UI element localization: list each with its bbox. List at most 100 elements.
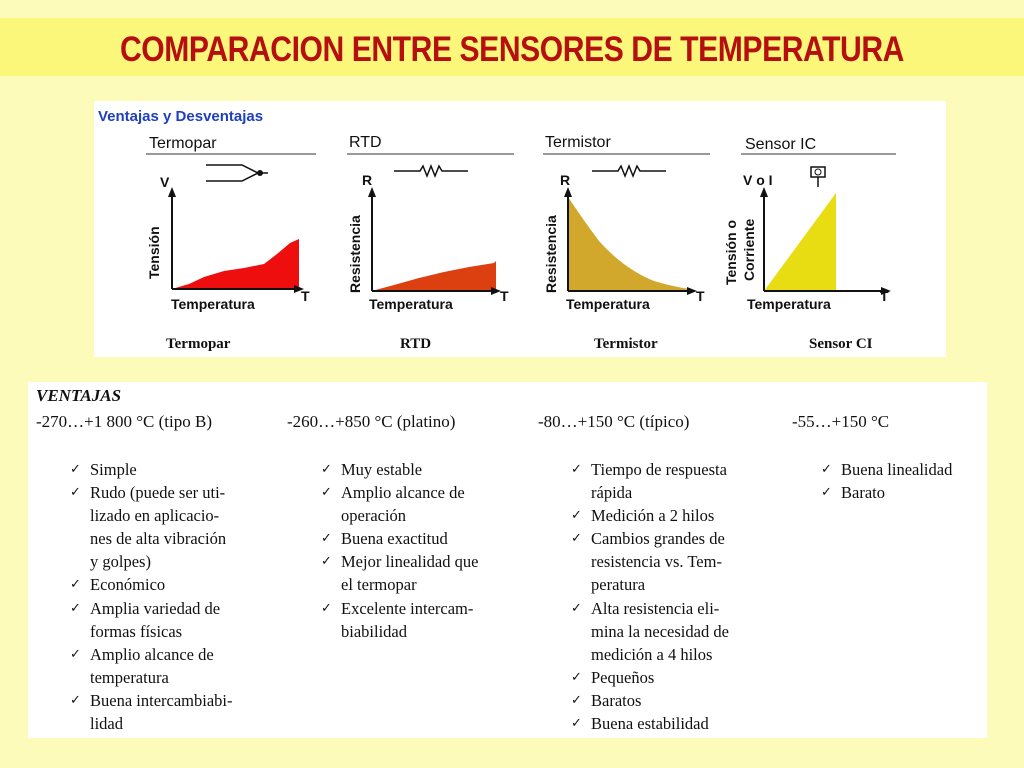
ventajas-column-termistor: ✓ Tiempo de respuesta rápida ✓ Medición a 2 … [571, 458, 729, 735]
rtd-x-symbol: T [500, 288, 509, 304]
list-item-line: Rudo (puede ser uti- [90, 483, 226, 503]
list-item: ✓ Muy estable [321, 458, 478, 481]
list-item-line: formas físicas [90, 621, 183, 641]
termopar-y-axis: Tensión [146, 226, 162, 279]
sensor-ic-graph: Sensor IC V o I Tensión o Corriente Temp… [723, 136, 896, 352]
list-item-line: nes de alta vibración [90, 529, 227, 549]
termopar-x-axis: Temperatura [171, 296, 255, 312]
termistor-y-symbol: R [560, 172, 570, 188]
sensor-ic-x-symbol: T [880, 288, 889, 304]
list-item: ✓ Alta resistencia eli-mina la necesidad … [571, 597, 729, 666]
page-title: COMPARACION ENTRE SENSORES DE TEMPERATUR… [120, 30, 904, 69]
checkmark-icon: ✓ [321, 531, 332, 547]
checkmark-icon: ✓ [821, 485, 832, 501]
list-item: ✓ Económico [70, 573, 232, 596]
list-item-line: peratura [591, 575, 646, 595]
checkmark-icon: ✓ [321, 554, 332, 570]
checkmark-icon: ✓ [571, 600, 582, 616]
list-item-line: Amplio alcance de [341, 483, 465, 503]
x-arrow-icon [687, 287, 697, 295]
list-item: ✓ Amplio alcance de operación [321, 481, 478, 527]
termistor-x-axis: Temperatura [566, 296, 650, 312]
list-item: ✓ Rudo (puede ser uti-lizado en aplicacio… [70, 481, 232, 573]
rtd-curve [372, 261, 496, 291]
ventajas-column-sensor-ic: ✓ Buena linealidad ✓ Barato [821, 458, 952, 504]
sensor-ic-y-axis-1: Tensión o [723, 220, 739, 285]
checkmark-icon: ✓ [70, 600, 81, 616]
y-arrow-icon [760, 187, 768, 197]
termopar-curve [172, 239, 299, 289]
termistor-graph: Termistor R Resistencia Temperatura T Te… [543, 134, 710, 352]
ventajas-column-termopar: ✓ Simple ✓ Rudo (puede ser uti-lizado en ap… [70, 458, 232, 735]
ventajas-heading: VENTAJAS [36, 386, 122, 405]
sensor-ic-y-symbol: V o I [743, 172, 773, 188]
ic-sensor-symbol-icon [810, 166, 826, 187]
termopar-graph: Termopar V Tensión Temperatura T Termopa… [146, 135, 316, 352]
list-item-line: biabilidad [341, 621, 407, 641]
rtd-header: RTD [349, 134, 382, 151]
range-termopar: -270…+1 800 °C (tipo B) [36, 412, 212, 431]
list-item-line: Pequeños [591, 667, 655, 687]
list-item: ✓ Excelente intercam-biabilidad [321, 597, 478, 643]
sensor-ic-header: Sensor IC [745, 136, 816, 153]
list-item-line: Amplia variedad de [90, 598, 221, 618]
list-item-line: Muy estable [341, 460, 423, 479]
sensor-figure: Ventajas y Desventajas Termopar V Tensió… [94, 101, 946, 357]
range-rtd: -260…+850 °C (platino) [287, 412, 456, 431]
range-sensor-ic: -55…+150 °C [792, 412, 890, 431]
checkmark-icon: ✓ [70, 646, 81, 662]
figure-heading: Ventajas y Desventajas [98, 108, 263, 125]
list-item-line: temperatura [90, 667, 169, 687]
range-termistor: -80…+150 °C (típico) [538, 412, 690, 431]
checkmark-icon: ✓ [571, 716, 582, 732]
list-item: ✓ Buena estabilidad [571, 712, 729, 735]
list-item: ✓ Pequeños [571, 666, 729, 689]
sensor-ic-caption: Sensor CI [809, 336, 873, 352]
ventajas-column-rtd: ✓ Muy estable ✓ Amplio alcance de operación ✓… [321, 458, 478, 643]
list-item: ✓ Cambios grandes de resistencia vs. Tem-p… [571, 527, 729, 596]
sensor-ic-x-axis: Temperatura [747, 296, 831, 312]
list-item-line: y golpes) [90, 552, 151, 572]
checkmark-icon: ✓ [70, 462, 81, 477]
checkmark-icon: ✓ [571, 692, 582, 708]
list-item: ✓ Buena linealidad [821, 458, 952, 481]
thermocouple-symbol-icon [206, 164, 268, 182]
termistor-header: Termistor [545, 134, 611, 151]
list-item-line: lidad [90, 714, 123, 734]
checkmark-icon: ✓ [321, 485, 332, 501]
ventajas-table: VENTAJAS -270…+1 800 °C (tipo B) -260…+8… [28, 382, 987, 738]
list-item-line: lizado en aplicacio- [90, 506, 220, 526]
checkmark-icon: ✓ [70, 485, 81, 501]
list-item-line: Medición a 2 hilos [591, 506, 715, 526]
title-band [0, 18, 1024, 76]
list-item-line: Buena exactitud [341, 529, 448, 549]
list-item-line: Excelente intercam- [341, 598, 474, 618]
checkmark-icon: ✓ [321, 462, 332, 477]
list-item-line: medición a 4 hilos [591, 644, 713, 664]
y-arrow-icon [564, 187, 572, 197]
checkmark-icon: ✓ [70, 577, 81, 593]
list-item: ✓ Tiempo de respuesta rápida [571, 458, 729, 504]
termopar-x-symbol: T [301, 288, 310, 304]
checkmark-icon: ✓ [321, 600, 332, 616]
termopar-caption: Termopar [166, 336, 231, 352]
list-item: ✓ Mejor linealidad que el termopar [321, 550, 478, 596]
checkmark-icon: ✓ [571, 508, 582, 524]
list-item-line: Baratos [591, 690, 642, 710]
termistor-curve [568, 197, 690, 291]
termistor-caption: Termistor [594, 336, 658, 352]
y-arrow-icon [168, 187, 176, 197]
termopar-header: Termopar [149, 135, 217, 152]
list-item: ✓ Simple [70, 458, 232, 481]
sensor-graphs: Ventajas y Desventajas Termopar V Tensió… [98, 108, 896, 352]
x-arrow-icon [881, 287, 891, 295]
list-item-line: Cambios grandes de [591, 529, 725, 549]
checkmark-icon: ✓ [571, 462, 582, 477]
list-item-line: Amplio alcance de [90, 644, 214, 664]
list-item-line: Tiempo de respuesta [591, 460, 727, 479]
termistor-y-axis: Resistencia [543, 215, 559, 293]
rtd-y-symbol: R [362, 172, 372, 188]
checkmark-icon: ✓ [571, 531, 582, 547]
checkmark-icon: ✓ [70, 692, 81, 708]
x-arrow-icon [294, 285, 304, 293]
